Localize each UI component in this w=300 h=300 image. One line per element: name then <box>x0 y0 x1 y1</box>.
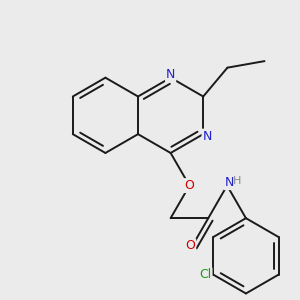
Text: N: N <box>166 68 175 81</box>
Text: N: N <box>202 130 212 142</box>
Text: H: H <box>233 176 241 186</box>
Text: Cl: Cl <box>199 268 212 281</box>
Text: O: O <box>184 179 194 192</box>
Text: O: O <box>185 239 195 252</box>
Text: N: N <box>224 176 234 189</box>
